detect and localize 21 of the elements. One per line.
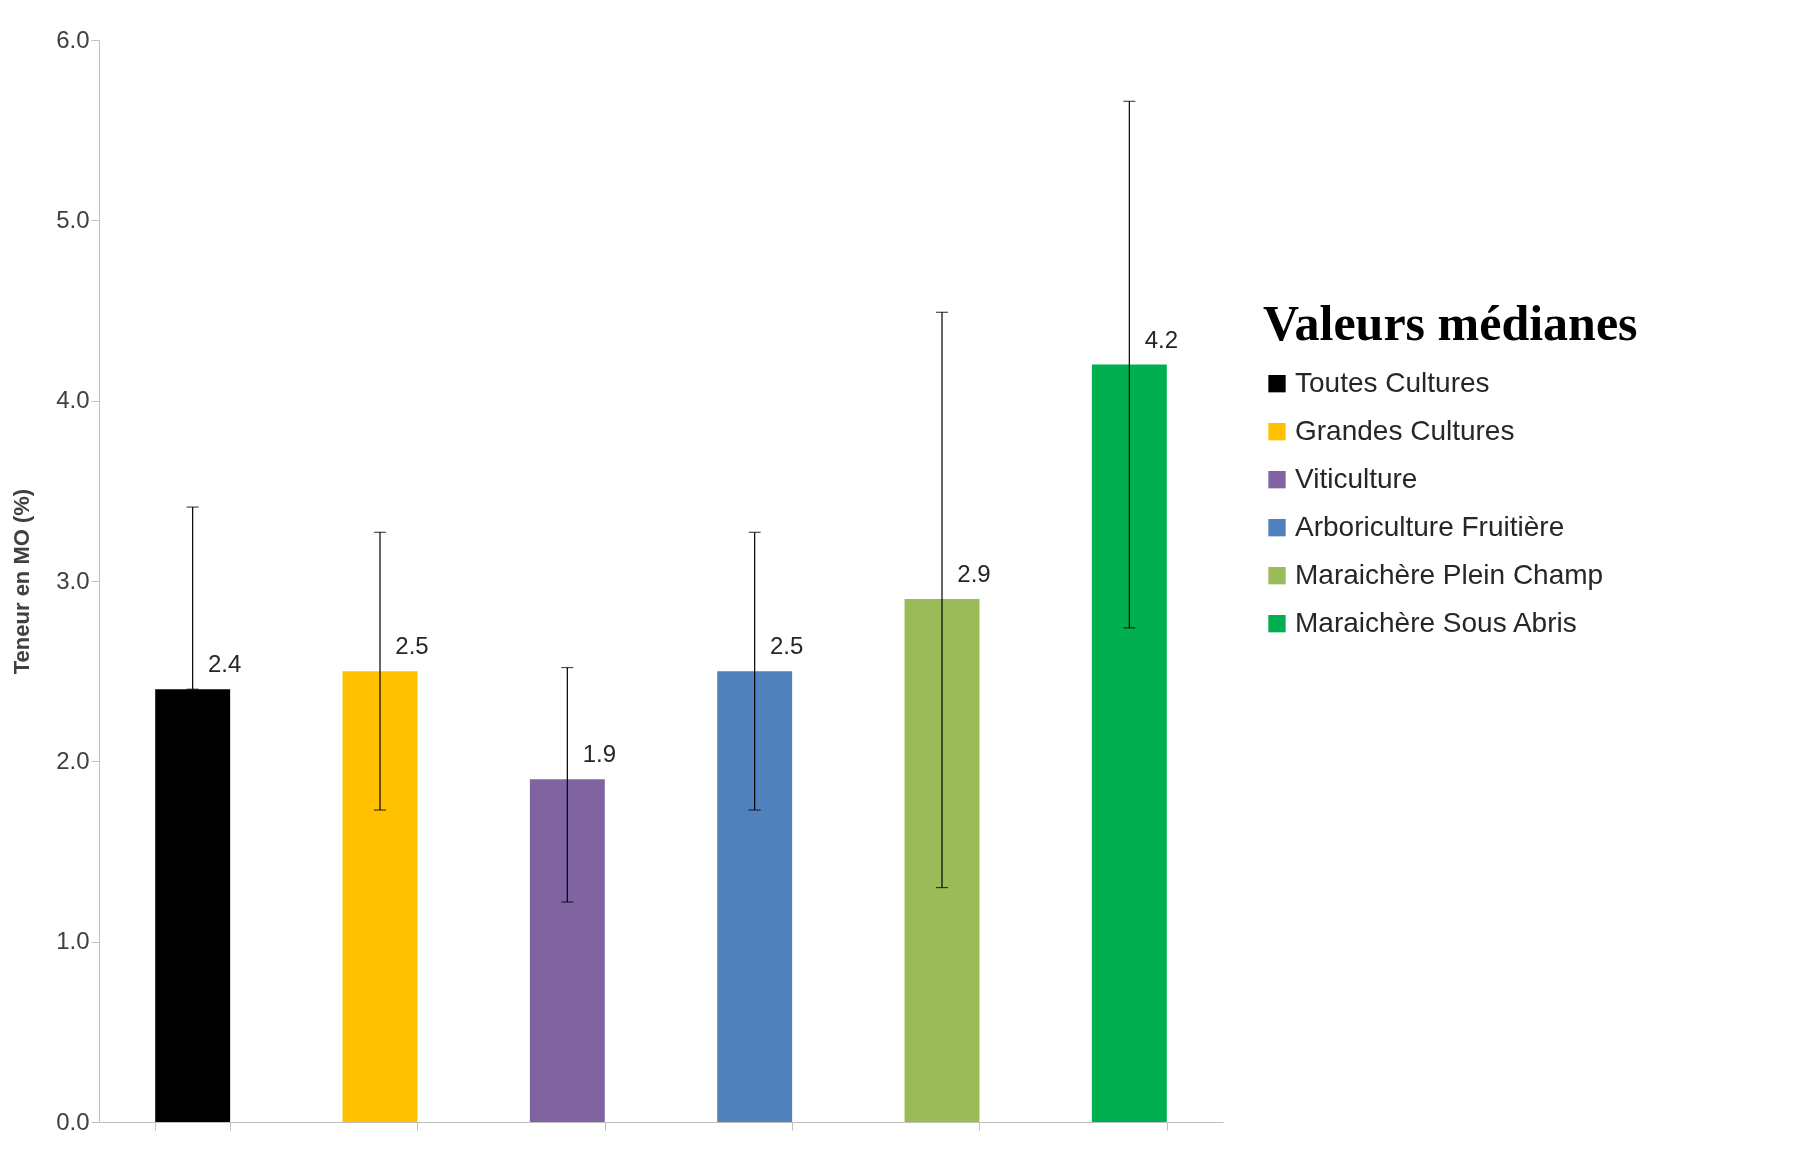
y-axis-title: Teneur en MO (%) (9, 488, 35, 675)
legend-label: Grandes Cultures (1295, 414, 1515, 446)
y-tick-label: 6.0 (56, 25, 90, 53)
data-label: 4.2 (1144, 325, 1179, 353)
y-tick-label: 2.0 (56, 746, 90, 774)
legend-title: Valeurs médianes (1263, 294, 1638, 351)
legend-label: Toutes Cultures (1295, 366, 1490, 398)
legend-label: Maraichère Plein Champ (1295, 558, 1604, 590)
y-tick-label: 4.0 (56, 386, 90, 414)
y-tick-label: 1.0 (56, 927, 90, 955)
data-label: 2.5 (395, 632, 429, 660)
legend-label: Maraichère Sous Abris (1295, 606, 1577, 638)
legend-label: Viticulture (1295, 462, 1418, 494)
data-label: 1.9 (582, 740, 617, 768)
y-tick-label: 5.0 (56, 205, 90, 233)
y-tick-label: 3.0 (56, 566, 90, 594)
legend-label: Arboriculture Fruitière (1295, 510, 1565, 542)
y-tick-label: 0.0 (56, 1107, 90, 1135)
data-label: 2.4 (207, 650, 242, 678)
data-label: 2.9 (957, 560, 991, 588)
data-label: 2.5 (769, 632, 804, 660)
